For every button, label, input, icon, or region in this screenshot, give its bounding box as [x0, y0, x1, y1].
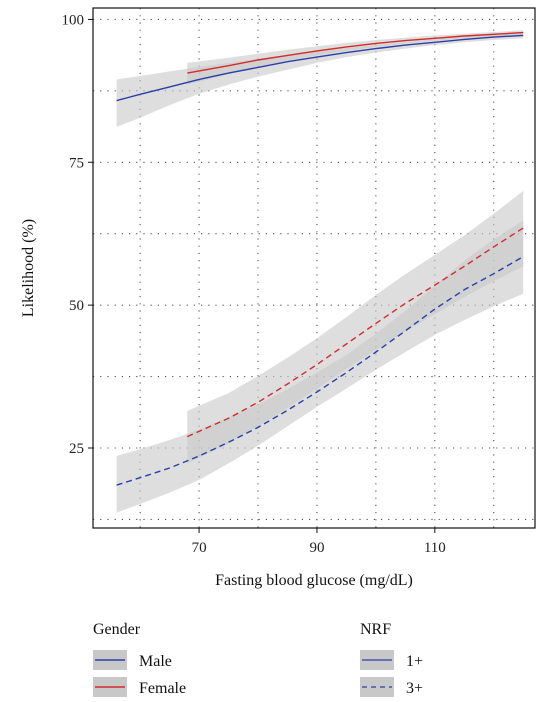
ci-ribbon-female-nrf1: [187, 30, 524, 85]
series-line-male-nrf1: [116, 34, 524, 102]
y-tick-label: 100: [62, 12, 85, 28]
y-axis-title: Likelihood (%): [20, 219, 37, 317]
x-axis-title: Fasting blood glucose (mg/dL): [215, 572, 413, 589]
legend-title: Gender: [93, 621, 141, 638]
legend-label-nrf-3plus: 3+: [406, 680, 423, 697]
confidence-ribbons: [116, 30, 524, 513]
nrf-legend: NRF 1+ 3+: [360, 621, 423, 697]
series-line-male-nrf3: [116, 255, 524, 486]
legend-key-nrf-3plus: [360, 677, 394, 697]
legend-label-male: Male: [139, 653, 172, 670]
series-line-female-nrf1: [187, 31, 524, 74]
legends: Gender Male Female NRF 1+ 3+: [93, 621, 423, 697]
x-tick-label: 70: [192, 540, 207, 556]
series-lines: [116, 31, 524, 486]
series-line-female-nrf3: [187, 227, 524, 438]
ci-ribbon-female-nrf3: [187, 190, 524, 464]
axis-ticks: 70 90 110 25 50 75 100: [62, 12, 446, 556]
gender-legend: Gender Male Female: [93, 621, 186, 697]
legend-label-nrf-1plus: 1+: [406, 653, 423, 670]
plot-frame: [92, 7, 536, 529]
legend-title: NRF: [360, 621, 391, 638]
y-tick-label: 25: [69, 441, 84, 457]
y-tick-label: 50: [69, 298, 84, 314]
x-tick-label: 110: [424, 540, 446, 556]
y-tick-label: 75: [69, 155, 84, 171]
legend-label-female: Female: [139, 680, 186, 697]
x-tick-label: 90: [309, 540, 324, 556]
